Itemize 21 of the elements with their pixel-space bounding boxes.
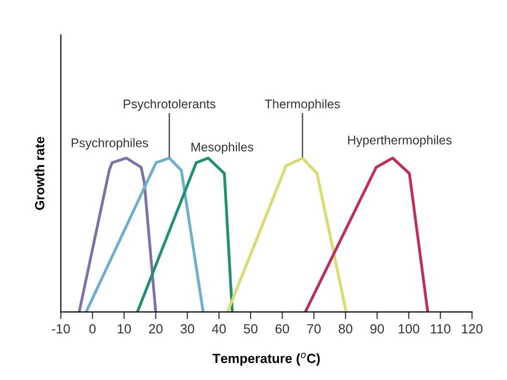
- x-tick-label: 0: [89, 324, 96, 334]
- text: Psychrotolerants: [124, 99, 216, 111]
- x-tick-label: 60: [276, 324, 290, 334]
- x-tick-label: 40: [212, 324, 226, 334]
- x-tick-label: 30: [180, 324, 194, 334]
- x-tick-label: 20: [149, 324, 163, 334]
- x-tick-label: 80: [338, 324, 352, 334]
- series-label: Mesophiles: [192, 142, 254, 154]
- x-tick-label: 110: [430, 324, 450, 334]
- text: Thermophiles: [264, 99, 340, 111]
- x-tick-label: 50: [244, 324, 258, 334]
- series-label: Psychrophiles: [72, 138, 148, 150]
- x-tick-label: 90: [370, 324, 384, 334]
- x-tick-label: 10: [118, 324, 131, 334]
- y-axis-title: Growth rate: [34, 136, 44, 210]
- series-label: Hyperthermophiles: [348, 135, 452, 147]
- x-tick-label: -10: [52, 324, 70, 334]
- x-tick-label: 120: [462, 324, 483, 334]
- x-axis-title: Temperature ($^{o}$C): [212, 352, 320, 366]
- x-tick-label: 70: [307, 324, 321, 334]
- x-tick-label: 100: [398, 324, 420, 334]
